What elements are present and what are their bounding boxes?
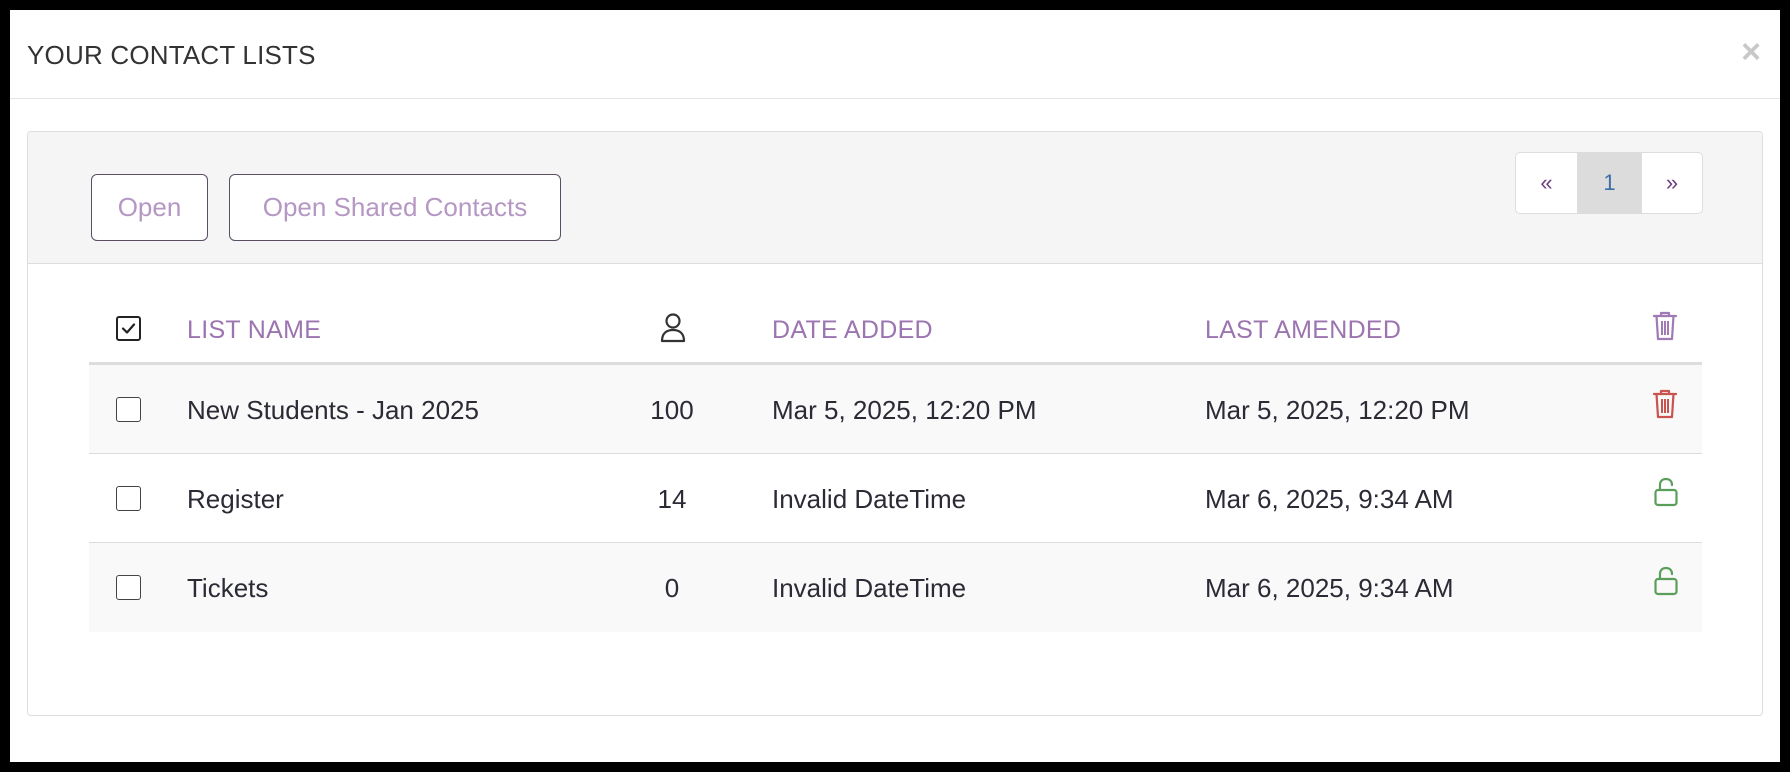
modal-title: YOUR CONTACT LISTS bbox=[27, 40, 316, 70]
contact-lists-table: LIST NAME DATE ADDED LAST AMENDED bbox=[89, 292, 1702, 632]
list-name[interactable]: Register bbox=[187, 484, 284, 514]
contact-count: 14 bbox=[657, 484, 687, 514]
check-icon bbox=[121, 323, 136, 334]
pagination-prev[interactable]: « bbox=[1516, 153, 1578, 213]
table-row[interactable]: Register 14 Invalid DateTime Mar 6, 2025… bbox=[89, 454, 1702, 543]
header-last-amended[interactable]: LAST AMENDED bbox=[1205, 316, 1402, 344]
open-button[interactable]: Open bbox=[91, 174, 208, 241]
contact-count: 100 bbox=[650, 395, 694, 425]
row-checkbox[interactable] bbox=[116, 397, 141, 422]
person-icon bbox=[659, 312, 687, 344]
list-name[interactable]: New Students - Jan 2025 bbox=[187, 395, 479, 425]
last-amended: Mar 6, 2025, 9:34 AM bbox=[1205, 484, 1454, 514]
row-checkbox[interactable] bbox=[116, 486, 141, 511]
last-amended: Mar 5, 2025, 12:20 PM bbox=[1205, 395, 1470, 425]
modal-header: YOUR CONTACT LISTS × bbox=[10, 10, 1780, 99]
last-amended: Mar 6, 2025, 9:34 AM bbox=[1205, 573, 1454, 603]
select-all-checkbox[interactable] bbox=[116, 316, 141, 341]
contact-count: 0 bbox=[664, 573, 680, 603]
open-shared-contacts-button[interactable]: Open Shared Contacts bbox=[229, 174, 561, 241]
trash-icon bbox=[1652, 310, 1678, 342]
date-added: Invalid DateTime bbox=[772, 573, 967, 603]
pagination-page-1[interactable]: 1 bbox=[1578, 153, 1642, 213]
table-row[interactable]: Tickets 0 Invalid DateTime Mar 6, 2025, … bbox=[89, 543, 1702, 632]
pagination: « 1 » bbox=[1515, 152, 1703, 214]
lock-icon bbox=[1653, 565, 1679, 597]
pagination-next[interactable]: » bbox=[1665, 170, 1679, 195]
header-list-name[interactable]: LIST NAME bbox=[187, 316, 322, 344]
list-name[interactable]: Tickets bbox=[187, 573, 269, 603]
date-added: Mar 5, 2025, 12:20 PM bbox=[772, 395, 1037, 425]
close-button[interactable]: × bbox=[1741, 33, 1761, 71]
header-date-added[interactable]: DATE ADDED bbox=[772, 316, 933, 344]
table-header: LIST NAME DATE ADDED LAST AMENDED bbox=[89, 292, 1702, 365]
date-added: Invalid DateTime bbox=[772, 484, 967, 514]
trash-icon[interactable] bbox=[1652, 388, 1678, 420]
table-row[interactable]: New Students - Jan 2025 100 Mar 5, 2025,… bbox=[89, 365, 1702, 454]
row-checkbox[interactable] bbox=[116, 575, 141, 600]
contact-lists-modal: YOUR CONTACT LISTS × Open Open Shared Co… bbox=[10, 10, 1780, 762]
panel-toolbar: Open Open Shared Contacts « 1 » bbox=[28, 132, 1762, 264]
lock-icon bbox=[1653, 476, 1679, 508]
contact-lists-panel: Open Open Shared Contacts « 1 » LIST NAM… bbox=[27, 131, 1763, 716]
